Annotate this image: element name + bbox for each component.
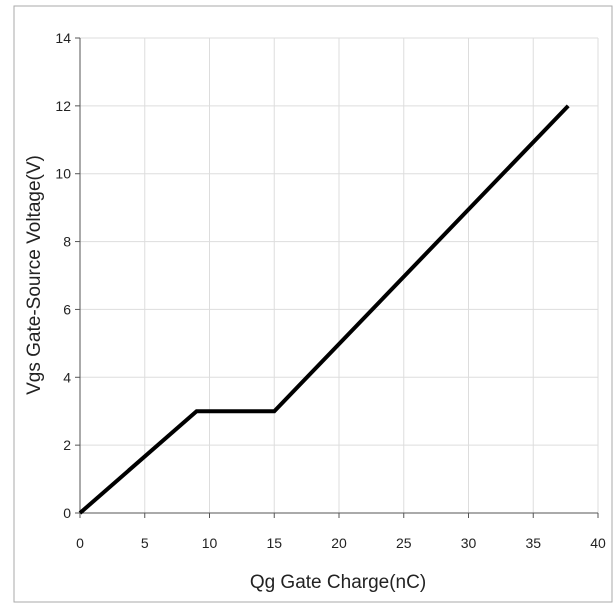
x-axis-title: Qg Gate Charge(nC): [250, 572, 426, 593]
x-tick-label: 25: [396, 535, 412, 551]
y-tick-label: 12: [55, 98, 71, 114]
x-tick-label: 15: [266, 535, 282, 551]
x-tick-label: 30: [461, 535, 477, 551]
x-tick-label: 35: [525, 535, 541, 551]
series-line-0: [78, 104, 570, 515]
grid-lines: [80, 37, 599, 513]
x-tick-label: 10: [202, 535, 218, 551]
series-layer: [78, 104, 570, 515]
x-tick-label: 5: [141, 535, 149, 551]
y-tick-label: 14: [55, 30, 71, 46]
y-axis-title: Vgs Gate-Source Voltage(V): [24, 155, 45, 395]
x-tick-label: 20: [331, 535, 347, 551]
y-tick-label: 8: [63, 234, 71, 250]
y-tick-label: 6: [63, 301, 71, 317]
chart-outer-border: [13, 5, 613, 603]
y-tick-labels: 0 2 4 6 8 10 12 14: [55, 30, 71, 521]
y-tick-label: 4: [63, 369, 71, 385]
y-tick-label: 10: [55, 166, 71, 182]
y-tick-label: 2: [63, 437, 71, 453]
axes: [75, 37, 599, 518]
x-tick-label: 40: [590, 535, 606, 551]
y-tick-label: 0: [63, 505, 71, 521]
x-tick-label: 0: [76, 535, 84, 551]
x-tick-labels: 0 5 10 15 20 25 30 35 40: [76, 535, 606, 551]
